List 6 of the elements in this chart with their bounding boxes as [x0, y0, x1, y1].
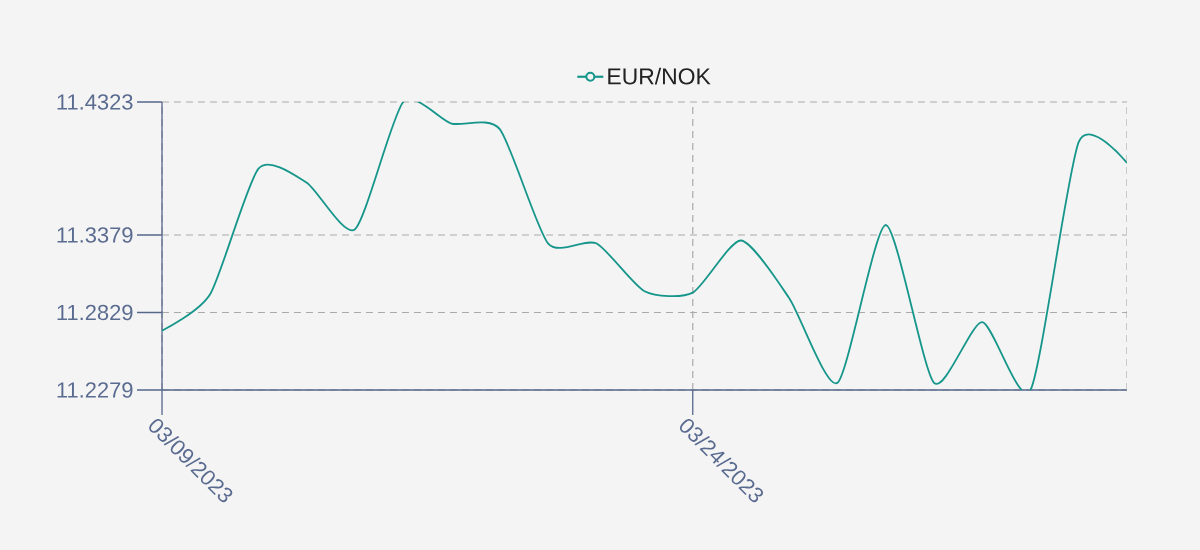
legend-label: EUR/NOK — [608, 67, 711, 85]
y-tick-label: 11.2279 — [57, 382, 133, 398]
y-tick-label: 11.3379 — [57, 227, 133, 243]
line-series — [162, 101, 1128, 390]
y-tick-label: 11.4323 — [57, 94, 133, 110]
y-tick-label: 11.2829 — [57, 304, 133, 321]
